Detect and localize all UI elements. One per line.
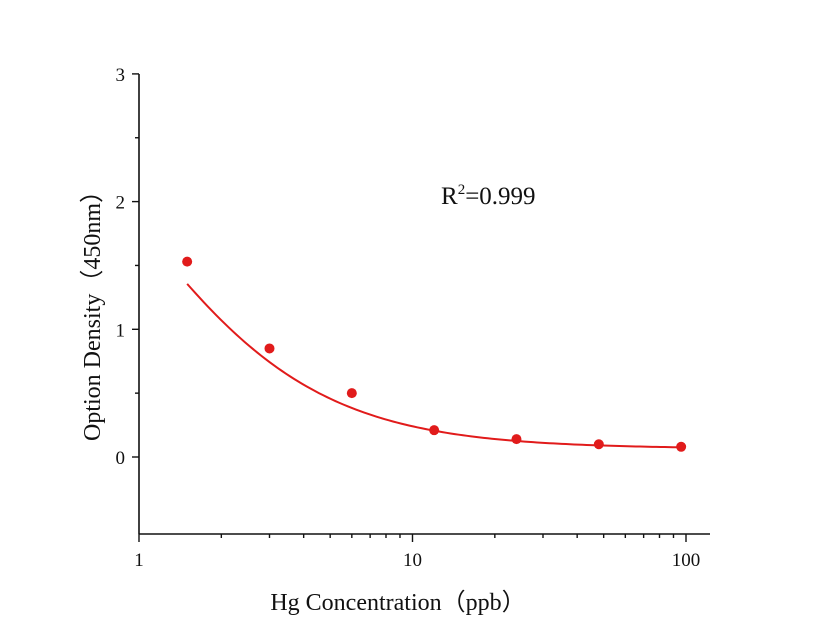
r-squared-sup: 2 bbox=[458, 182, 466, 198]
data-point bbox=[593, 439, 604, 450]
plot-area: 0 1 2 3 1 10 100 bbox=[116, 65, 710, 571]
y-tick-label: 1 bbox=[116, 320, 126, 341]
data-point bbox=[346, 388, 357, 399]
y-axis-title: Option Density（450nm） bbox=[80, 179, 106, 441]
y-ticks: 0 1 2 3 bbox=[116, 65, 139, 469]
r-squared-annotation: R2=0.999 bbox=[441, 182, 536, 210]
x-tick-label: 100 bbox=[672, 550, 701, 571]
data-point bbox=[182, 256, 193, 267]
r-squared-value: =0.999 bbox=[465, 183, 535, 210]
data-points bbox=[182, 256, 687, 452]
data-point bbox=[676, 441, 687, 452]
data-point bbox=[429, 425, 440, 436]
x-axis-title: Hg Concentration（ppb） bbox=[270, 590, 525, 616]
x-ticks: 1 10 100 bbox=[134, 534, 700, 571]
fit-curve bbox=[186, 283, 682, 449]
r-squared-base: R bbox=[441, 183, 458, 210]
y-tick-label: 0 bbox=[116, 448, 126, 469]
data-point bbox=[264, 343, 275, 354]
y-tick-label: 3 bbox=[116, 65, 126, 86]
y-tick-label: 2 bbox=[116, 193, 126, 214]
x-tick-label: 10 bbox=[403, 550, 422, 571]
x-tick-label: 1 bbox=[134, 550, 144, 571]
data-point bbox=[511, 434, 522, 445]
